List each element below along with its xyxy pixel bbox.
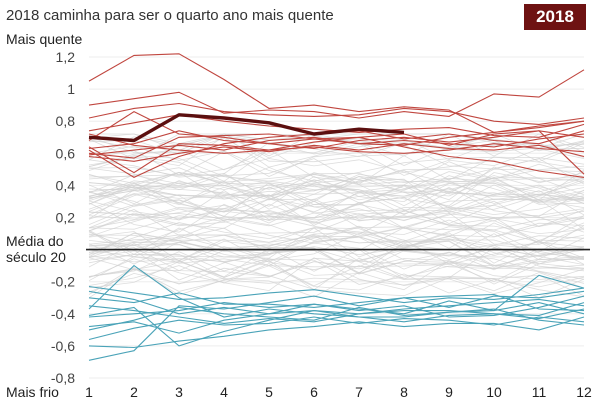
y-tick-labels: 1,2 1 0,8 0,6 0,4 0,2 -0,2 -0,4 -0,6 -0,8 — [51, 49, 75, 386]
neutral-series-49 — [88, 193, 585, 226]
neutral-series-65 — [88, 250, 585, 285]
warm-series-0 — [88, 53, 585, 133]
neutral-series-81 — [88, 216, 585, 249]
cold-series-0 — [88, 264, 585, 318]
warm-series-4 — [88, 130, 585, 175]
neutral-series-69 — [88, 233, 585, 268]
baseline-label-line2: século 20 — [6, 249, 66, 265]
y-tick-label-0: 1,2 — [56, 49, 76, 65]
neutral-series-83 — [88, 209, 585, 238]
highlight-series-group — [88, 113, 405, 143]
neutral-series-43 — [88, 251, 585, 277]
cold-series-10 — [88, 306, 585, 331]
neutral-series-54 — [88, 202, 585, 232]
x-tick-label-9: 9 — [445, 384, 453, 400]
neutral-series-8 — [88, 263, 585, 295]
neutral-series-28 — [88, 232, 585, 264]
chart-subtitle: 2018 caminha para ser o quarto ano mais … — [6, 7, 334, 24]
neutral-series-29 — [88, 215, 585, 245]
neutral-series-14 — [88, 231, 585, 261]
neutral-series-86 — [88, 249, 585, 281]
x-tick-label-1: 1 — [85, 384, 93, 400]
baseline-label: Média do século 20 — [6, 233, 66, 265]
neutral-series-70 — [88, 180, 585, 212]
y-tick-label-8: -0,6 — [51, 338, 75, 354]
y-tick-label-6: -0,2 — [51, 274, 75, 290]
warm-series-8 — [88, 143, 585, 162]
x-tick-label-3: 3 — [175, 384, 183, 400]
x-tick-label-11: 11 — [532, 384, 547, 400]
neutral-series-88 — [88, 234, 585, 268]
x-tick-label-6: 6 — [310, 384, 318, 400]
colder-label: Mais frio — [6, 384, 59, 400]
cold-series-5 — [88, 316, 585, 349]
neutral-series-80 — [88, 257, 585, 292]
y-tick-label-9: -0,8 — [51, 370, 75, 386]
neutral-series-85 — [88, 173, 585, 203]
year-badge: 2018 — [524, 4, 586, 30]
neutral-series-79 — [88, 208, 585, 238]
x-tick-label-5: 5 — [265, 384, 273, 400]
x-tick-labels: 1 2 3 4 5 6 7 8 9 10 11 12 — [85, 384, 592, 400]
neutral-series-34 — [88, 186, 585, 217]
y-tick-label-1: 1 — [67, 81, 75, 97]
cold-series-4 — [88, 316, 585, 341]
cold-series-9 — [88, 285, 585, 304]
neutral-series-46 — [88, 172, 585, 200]
x-tick-label-12: 12 — [576, 384, 592, 400]
cold-series-6 — [88, 293, 585, 361]
neutral-series-87 — [88, 230, 585, 265]
y-tick-label-5: 0,2 — [56, 210, 76, 226]
neutral-series-group — [88, 133, 585, 299]
cold-series-11 — [88, 298, 585, 347]
neutral-series-7 — [88, 167, 585, 201]
warm-series-1 — [88, 69, 585, 119]
neutral-series-25 — [88, 176, 585, 208]
neutral-series-89 — [88, 171, 585, 206]
neutral-series-58 — [88, 140, 585, 171]
neutral-series-11 — [88, 222, 585, 254]
warm-series-6 — [88, 130, 585, 150]
y-tick-label-7: -0,4 — [51, 306, 75, 322]
neutral-series-38 — [88, 190, 585, 221]
neutral-series-75 — [88, 182, 585, 216]
neutral-series-64 — [88, 244, 585, 277]
x-tick-label-7: 7 — [355, 384, 363, 400]
baseline-label-line1: Média do — [6, 233, 64, 249]
cold-series-group — [88, 264, 585, 361]
neutral-series-74 — [88, 171, 585, 205]
neutral-series-45 — [89, 133, 585, 157]
neutral-series-2 — [88, 133, 585, 163]
warmer-label: Mais quente — [6, 31, 83, 47]
x-tick-label-10: 10 — [486, 384, 502, 400]
neutral-series-57 — [88, 136, 585, 168]
warm-series-9 — [88, 133, 585, 154]
x-tick-label-8: 8 — [400, 384, 408, 400]
y-tick-label-2: 0,8 — [56, 113, 76, 129]
warm-series-group — [88, 53, 585, 179]
warm-series-5 — [88, 136, 585, 178]
cold-series-8 — [88, 302, 585, 324]
y-tick-label-3: 0,6 — [56, 145, 76, 161]
warm-series-2 — [88, 102, 585, 125]
highlight-series-2018 — [88, 113, 405, 143]
warm-series-7 — [88, 120, 585, 156]
neutral-series-73 — [88, 267, 585, 299]
neutral-series-62 — [88, 200, 585, 231]
neutral-series-71 — [88, 215, 585, 249]
y-tick-label-4: 0,4 — [56, 177, 76, 193]
neutral-series-18 — [88, 187, 585, 222]
neutral-series-78 — [88, 257, 585, 292]
x-tick-label-4: 4 — [220, 384, 228, 400]
neutral-series-27 — [88, 267, 585, 299]
neutral-series-60 — [88, 204, 585, 236]
x-tick-label-2: 2 — [130, 384, 138, 400]
warm-series-10 — [88, 110, 585, 150]
